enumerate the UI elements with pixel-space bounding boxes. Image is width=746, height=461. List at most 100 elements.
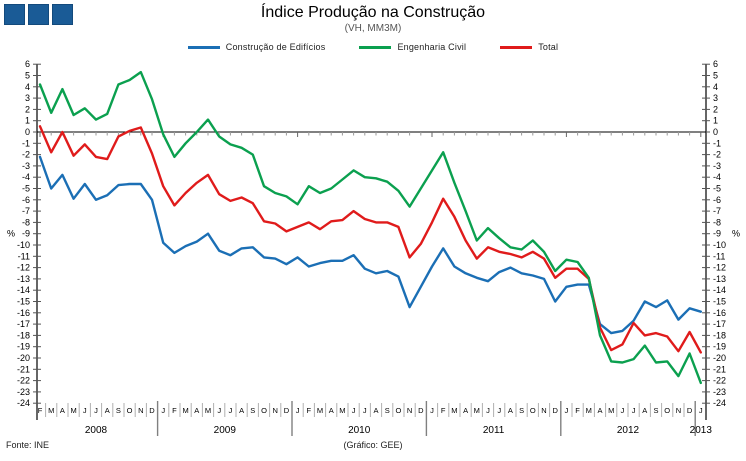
month-label: F: [575, 406, 580, 415]
y-tick-label-right: -6: [713, 195, 721, 205]
y-tick-label-right: -11: [713, 251, 725, 261]
y-tick-label-right: -20: [713, 353, 726, 363]
month-label: M: [317, 406, 323, 415]
month-label: J: [497, 406, 501, 415]
legend-item-engenharia-civil[interactable]: Engenharia Civil: [359, 42, 466, 52]
month-label: A: [194, 406, 199, 415]
month-label: A: [60, 406, 65, 415]
y-tick-label-right: -10: [713, 240, 726, 250]
credit-note: (Gráfico: GEE): [343, 440, 403, 450]
year-label: 2010: [348, 425, 371, 436]
month-label: O: [261, 406, 267, 415]
month-label: D: [284, 406, 290, 415]
month-label: O: [530, 406, 536, 415]
y-tick-label-left: -13: [17, 274, 30, 284]
month-label: A: [642, 406, 647, 415]
month-label: F: [172, 406, 177, 415]
month-label: F: [38, 406, 43, 415]
y-tick-label-right: 0: [713, 127, 718, 137]
month-label: A: [463, 406, 468, 415]
month-label: S: [519, 406, 524, 415]
y-tick-label-right: -19: [713, 342, 726, 352]
y-tick-label-right: -23: [713, 387, 726, 397]
y-tick-label-left: 2: [25, 104, 30, 114]
logo-square: [52, 4, 73, 25]
source-note: Fonte: INE: [6, 440, 50, 450]
y-tick-label-left: -17: [17, 319, 30, 329]
y-tick-label-right: -22: [713, 376, 726, 386]
month-label: J: [486, 406, 490, 415]
legend-label: Construção de Edifícios: [225, 42, 326, 52]
y-tick-label-left: -14: [17, 285, 30, 295]
month-label: J: [229, 406, 233, 415]
y-tick-label-left: -8: [22, 217, 30, 227]
month-label: J: [161, 406, 165, 415]
legend-item-total[interactable]: Total: [500, 42, 558, 52]
month-label: J: [621, 406, 625, 415]
month-label: J: [83, 406, 87, 415]
legend-swatch-engenharia-civil: [359, 45, 392, 49]
y-tick-label-right: -24: [713, 398, 726, 408]
month-label: S: [250, 406, 255, 415]
y-tick-label-left: -15: [17, 297, 30, 307]
month-label: M: [70, 406, 76, 415]
y-tick-label-left: -2: [22, 150, 30, 160]
y-tick-label-right: -15: [713, 297, 726, 307]
y-tick-label-left: 0: [25, 127, 30, 137]
month-label: N: [272, 406, 277, 415]
y-tick-label-left: -11: [18, 251, 30, 261]
y-tick-label-left: -1: [22, 138, 30, 148]
y-tick-label-right: -21: [713, 364, 726, 374]
y-tick-label-right: -1: [713, 138, 721, 148]
y-axis-unit-left: %: [7, 229, 15, 239]
y-tick-label-left: -18: [17, 330, 30, 340]
y-tick-label-left: -7: [22, 206, 30, 216]
month-label: M: [205, 406, 211, 415]
y-axis-unit-right: %: [732, 229, 740, 239]
month-label: M: [451, 406, 457, 415]
y-tick-label-right: -3: [713, 161, 721, 171]
series-line-construcao-de-edificios: [38, 155, 702, 335]
y-tick-label-right: 2: [713, 104, 718, 114]
month-label: J: [94, 406, 98, 415]
series-line-engenharia-civil: [38, 70, 702, 385]
year-label: 2008: [85, 425, 108, 436]
page-subtitle: (VH, MM3M): [344, 23, 402, 34]
month-label: M: [48, 406, 54, 415]
y-tick-label-left: -6: [22, 195, 30, 205]
legend-label: Total: [538, 42, 559, 52]
y-tick-label-right: -12: [713, 263, 726, 273]
y-tick-label-right: 1: [713, 116, 718, 126]
year-label: 2011: [483, 425, 505, 436]
y-tick-label-left: -22: [17, 376, 30, 386]
y-tick-label-right: -5: [713, 184, 721, 194]
month-label: F: [307, 406, 312, 415]
y-tick-label-right: -17: [713, 319, 726, 329]
page-title: Índice Produção na Construção: [260, 4, 486, 21]
y-tick-label-left: -4: [22, 172, 30, 182]
y-tick-label-left: -19: [17, 342, 30, 352]
y-tick-label-right: 4: [713, 82, 718, 92]
month-label: M: [474, 406, 480, 415]
y-tick-label-right: -8: [713, 217, 721, 227]
month-label: A: [373, 406, 378, 415]
y-tick-label-left: -12: [17, 263, 30, 273]
chart-legend: Construção de Edifícios Engenharia Civil T…: [0, 42, 746, 52]
legend-item-construcao-de-edificios[interactable]: Construção de Edifícios: [187, 42, 326, 52]
logo-square: [28, 4, 49, 25]
month-label: N: [138, 406, 143, 415]
legend-swatch-construcao-de-edificios: [187, 45, 220, 49]
month-label: N: [676, 406, 681, 415]
year-label: 2009: [214, 425, 237, 436]
month-label: M: [608, 406, 614, 415]
y-tick-label-left: -23: [17, 387, 30, 397]
month-label: D: [552, 406, 558, 415]
month-label: A: [329, 406, 334, 415]
y-tick-label-left: 6: [25, 59, 30, 69]
y-tick-label-left: -24: [17, 398, 30, 408]
y-tick-label-left: 3: [25, 93, 30, 103]
logo-squares: [4, 4, 73, 25]
month-label: A: [239, 406, 244, 415]
month-label: N: [407, 406, 412, 415]
